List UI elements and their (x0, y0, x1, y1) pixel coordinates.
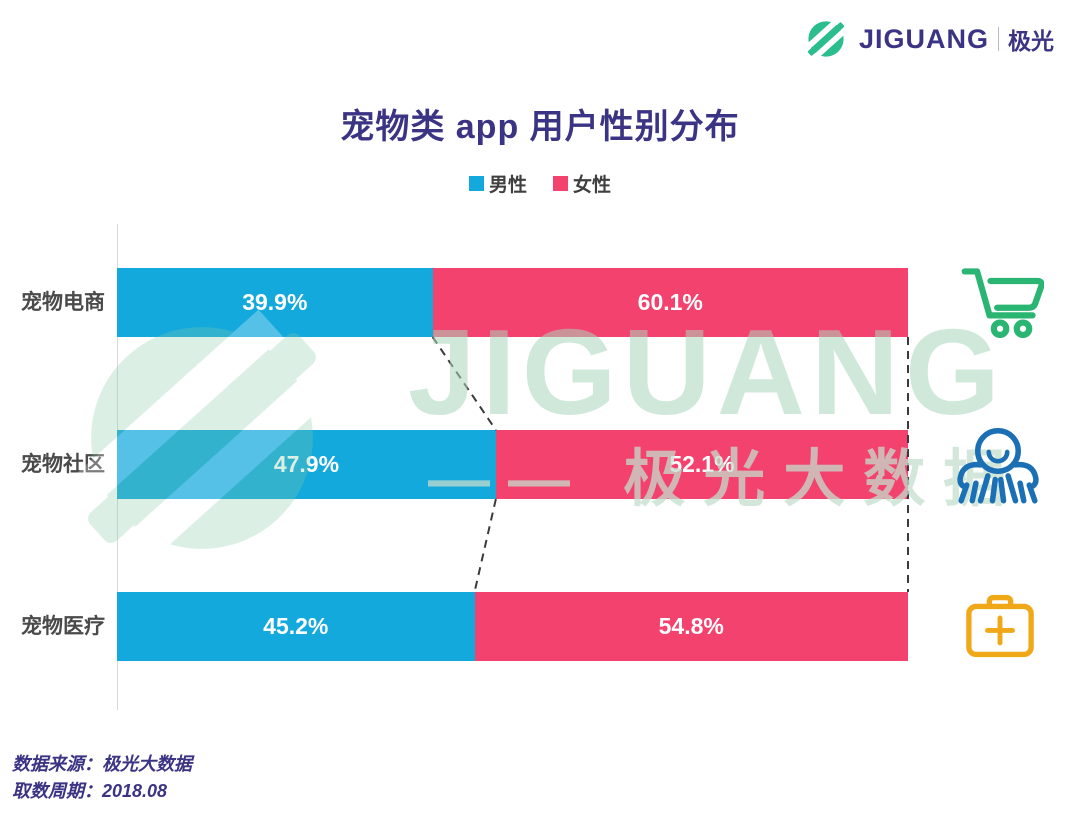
brand-name-chinese: 极光 (1008, 28, 1054, 54)
category-label: 宠物医疗 (21, 615, 105, 638)
female-bar-segment: 52.1% (495, 430, 908, 499)
category-label: 宠物社区 (21, 453, 105, 476)
female-bar-segment: 54.8% (474, 592, 908, 661)
category-label: 宠物电商 (21, 291, 105, 314)
bar-row-community: 宠物社区 47.9% 52.1% (21, 430, 908, 499)
legend-label-male: 男性 (488, 175, 527, 196)
male-bar-segment: 47.9% (117, 430, 496, 499)
chart-title: 宠物类 app 用户性别分布 (340, 108, 740, 146)
data-source-note: 数据来源：极光大数据 取数周期：2018.08 (12, 751, 192, 805)
bar-row-ecommerce: 宠物电商 39.9% 60.1% (21, 268, 908, 337)
male-bar-segment: 45.2% (117, 592, 475, 661)
female-value-label: 60.1% (637, 289, 703, 315)
period-line: 取数周期：2018.08 (12, 781, 168, 801)
legend-item-male: 男性 (468, 170, 527, 197)
source-line: 数据来源：极光大数据 (12, 754, 192, 774)
female-value-label: 52.1% (669, 451, 735, 477)
male-value-label: 39.9% (242, 289, 308, 315)
male-color-swatch (468, 176, 484, 191)
brand-header: JIGUANG 极光 (803, 16, 1054, 62)
brand-divider (998, 27, 999, 51)
male-value-label: 45.2% (263, 613, 329, 639)
stacked-bar: 47.9% 52.1% (117, 430, 908, 499)
male-bar-segment: 39.9% (117, 268, 433, 337)
brand-name: JIGUANG (858, 23, 989, 54)
legend-item-female: 女性 (553, 170, 611, 197)
female-value-label: 54.8% (658, 613, 724, 639)
legend-label-female: 女性 (573, 175, 612, 196)
male-value-label: 47.9% (273, 451, 340, 477)
stacked-bar: 45.2% 54.8% (117, 592, 908, 661)
jiguang-logo-icon (804, 18, 848, 60)
stacked-bar: 39.9% 60.1% (117, 268, 908, 337)
medical-kit-icon (966, 594, 1034, 658)
female-color-swatch (553, 176, 568, 191)
chart-legend: 男性 女性 (0, 170, 1080, 197)
bar-row-medical: 宠物医疗 45.2% 54.8% (21, 592, 908, 661)
people-group-icon (957, 428, 1039, 504)
shopping-cart-icon (961, 268, 1044, 339)
female-bar-segment: 60.1% (432, 268, 908, 337)
